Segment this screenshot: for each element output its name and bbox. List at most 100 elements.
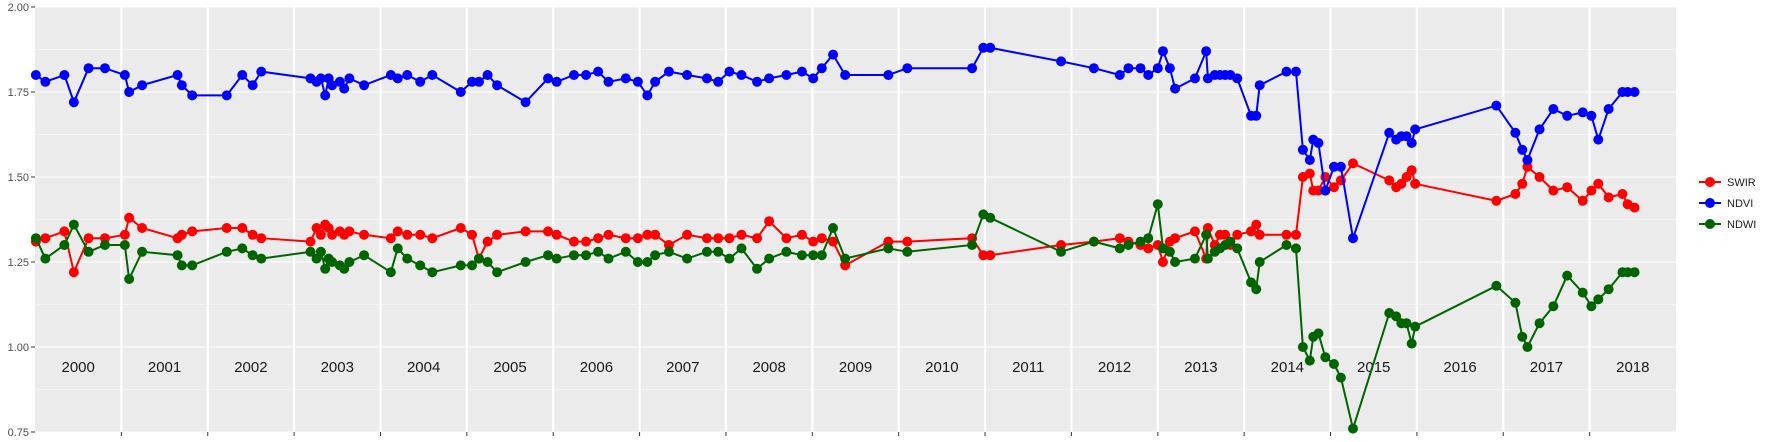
data-point-ndwi — [1406, 338, 1417, 349]
data-point-ndvi — [1335, 161, 1346, 172]
data-point-ndvi — [828, 49, 839, 60]
data-point-ndwi — [1522, 342, 1533, 352]
data-point-ndwi — [1254, 257, 1265, 267]
data-point-ndvi — [1410, 124, 1421, 135]
data-point-ndwi — [247, 250, 258, 261]
data-point-ndvi — [736, 70, 747, 80]
data-point-swir — [1401, 172, 1412, 182]
y-tick-label: 1.75 — [8, 87, 29, 99]
data-point-swir — [1114, 233, 1125, 244]
legend-key-point — [1705, 177, 1715, 187]
data-point-ndvi — [59, 70, 70, 80]
data-point-ndwi — [1328, 359, 1339, 369]
data-point-swir — [632, 233, 643, 244]
data-point-ndwi — [455, 260, 466, 271]
data-point-swir — [344, 226, 355, 237]
axes: 0.75 1.00 1.25 1.50 1.75 2.00 — [8, 2, 1591, 439]
data-point-ndwi — [187, 260, 198, 271]
data-point-ndvi — [359, 80, 370, 91]
data-point-swir — [764, 216, 775, 227]
data-point-swir — [1170, 233, 1181, 244]
data-point-ndwi — [620, 246, 631, 257]
data-point-swir — [1251, 219, 1262, 230]
data-point-ndvi — [1629, 87, 1640, 97]
year-label: 2015 — [1357, 359, 1390, 376]
data-point-ndwi — [593, 246, 604, 257]
data-point-ndwi — [701, 246, 712, 257]
data-point-swir — [682, 229, 693, 240]
data-point-ndvi — [30, 70, 41, 80]
data-point-swir — [1157, 257, 1168, 267]
data-point-ndwi — [1056, 246, 1067, 257]
data-point-ndvi — [1603, 104, 1614, 114]
data-point-swir — [1143, 243, 1154, 254]
year-label: 2002 — [234, 359, 267, 376]
data-point-swir — [124, 212, 135, 223]
data-point-ndvi — [1201, 46, 1212, 57]
data-point-swir — [902, 236, 913, 247]
data-point-swir — [1534, 172, 1545, 182]
data-point-swir — [1577, 195, 1588, 206]
data-point-swir — [1562, 182, 1573, 193]
data-point-ndwi — [808, 250, 819, 261]
data-point-ndvi — [187, 90, 198, 101]
data-point-ndvi — [1164, 63, 1175, 74]
data-point-ndvi — [327, 80, 338, 91]
data-point-ndvi — [701, 73, 712, 84]
data-point-ndvi — [455, 87, 466, 97]
data-point-ndwi — [736, 243, 747, 254]
data-point-swir — [1406, 165, 1417, 176]
data-point-ndwi — [520, 257, 531, 267]
data-point-swir — [724, 233, 735, 244]
data-point-ndvi — [1251, 110, 1262, 121]
data-point-swir — [305, 236, 316, 247]
data-point-ndwi — [172, 250, 183, 261]
data-point-ndvi — [415, 76, 426, 87]
data-point-ndvi — [402, 70, 413, 80]
data-point-ndvi — [1088, 63, 1099, 74]
data-point-ndwi — [1586, 301, 1597, 312]
data-point-ndwi — [256, 253, 267, 264]
data-point-ndvi — [724, 66, 735, 77]
data-point-ndwi — [1164, 246, 1175, 257]
data-series — [30, 42, 1640, 434]
data-point-swir — [1232, 229, 1243, 240]
data-point-ndwi — [1246, 277, 1257, 288]
data-point-ndwi — [492, 267, 503, 278]
data-point-ndwi — [320, 263, 331, 274]
data-point-ndvi — [1548, 104, 1559, 114]
data-point-ndvi — [99, 63, 110, 74]
data-point-ndwi — [68, 219, 79, 230]
data-point-ndvi — [315, 73, 326, 84]
data-point-ndwi — [1335, 372, 1346, 383]
data-point-swir — [1246, 226, 1257, 237]
data-point-ndwi — [221, 246, 232, 257]
data-point-ndvi — [883, 70, 894, 80]
series-ndvi — [30, 42, 1640, 244]
data-point-ndvi — [1401, 131, 1412, 142]
data-point-ndvi — [1281, 66, 1292, 77]
data-point-swir — [713, 233, 724, 244]
data-point-ndvi — [492, 80, 503, 91]
data-point-ndwi — [967, 240, 978, 250]
data-point-swir — [1410, 178, 1421, 189]
data-point-ndwi — [1629, 267, 1640, 278]
data-point-swir — [327, 229, 338, 240]
data-point-swir — [247, 229, 258, 240]
data-point-ndwi — [543, 250, 554, 261]
data-point-swir — [650, 229, 661, 240]
data-point-ndvi — [520, 97, 531, 108]
data-point-ndvi — [752, 76, 763, 87]
data-point-ndvi — [256, 66, 267, 77]
data-point-ndvi — [1586, 110, 1597, 121]
data-point-ndvi — [1157, 46, 1168, 57]
data-point-ndwi — [137, 246, 148, 257]
year-label: 2004 — [407, 359, 440, 376]
data-point-swir — [1629, 202, 1640, 213]
data-point-ndwi — [1114, 243, 1125, 254]
data-point-swir — [593, 233, 604, 244]
data-point-ndwi — [415, 260, 426, 271]
data-point-ndwi — [1281, 240, 1292, 250]
data-point-swir — [492, 229, 503, 240]
data-point-ndwi — [1143, 233, 1154, 244]
